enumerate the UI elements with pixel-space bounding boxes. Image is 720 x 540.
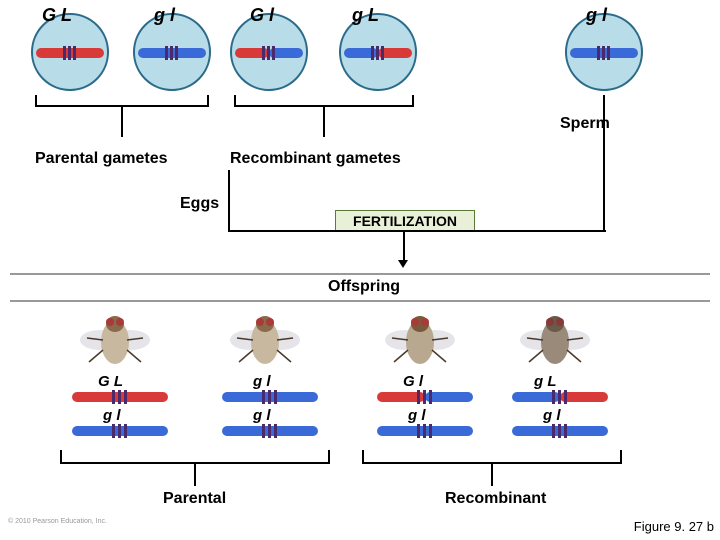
off3-top-chrom: [375, 390, 475, 404]
gamete-panel: G L g l G l g L g l: [0, 0, 720, 95]
sperm-line: [603, 95, 605, 231]
off4-top-allele: g L: [534, 373, 557, 390]
bracket-off-parental: [60, 450, 330, 464]
figure-number: Figure 9. 27 b: [634, 519, 714, 534]
fert-down: [403, 230, 405, 262]
fly-3: [380, 310, 460, 370]
allele-label-sperm: g l: [586, 5, 607, 26]
offspring-label: Offspring: [328, 278, 400, 296]
fert-arrowhead: [398, 260, 408, 268]
bracket-parental-stem: [121, 107, 123, 137]
eggs-label: Eggs: [180, 195, 219, 213]
allele-label-gL: g L: [352, 5, 379, 26]
fly-2: [225, 310, 305, 370]
fert-arrow: [228, 230, 606, 232]
off3-top-allele: G l: [403, 373, 423, 390]
off3-bot-chrom: [375, 424, 475, 438]
bracket-off-parental-stem: [194, 464, 196, 486]
off2-bot-chrom: [220, 424, 320, 438]
recombinant-gametes-label: Recombinant gametes: [230, 150, 401, 168]
off2-bot-allele: g l: [253, 407, 271, 424]
bracket-recomb: [234, 95, 414, 107]
bracket-off-recomb: [362, 450, 622, 464]
fertilization-box: FERTILIZATION: [335, 210, 475, 232]
allele-label-Gl: G l: [250, 5, 274, 26]
bracket-parental: [35, 95, 209, 107]
off1-bot-allele: g l: [103, 407, 121, 424]
bracket-off-recomb-stem: [491, 464, 493, 486]
off1-top-chrom: [70, 390, 170, 404]
off1-top-allele: G L: [98, 373, 123, 390]
allele-label-gl2: g l: [154, 5, 175, 26]
bracket-recomb-stem: [323, 107, 325, 137]
parental-gametes-label: Parental gametes: [35, 150, 168, 168]
off4-bot-allele: g l: [543, 407, 561, 424]
off2-top-allele: g l: [253, 373, 271, 390]
fly-1: [75, 310, 155, 370]
off4-bot-chrom: [510, 424, 610, 438]
off3-bot-allele: g l: [408, 407, 426, 424]
copyright: © 2010 Pearson Education, Inc.: [8, 518, 107, 525]
eggs-line: [228, 170, 230, 232]
off-recomb-label: Recombinant: [445, 490, 546, 508]
fly-4: [515, 310, 595, 370]
off-parental-label: Parental: [163, 490, 226, 508]
allele-label-gl1: G L: [42, 5, 72, 26]
divider-top: [10, 273, 710, 275]
off1-bot-chrom: [70, 424, 170, 438]
off2-top-chrom: [220, 390, 320, 404]
divider-bot: [10, 300, 710, 302]
off4-top-chrom: [510, 390, 610, 404]
